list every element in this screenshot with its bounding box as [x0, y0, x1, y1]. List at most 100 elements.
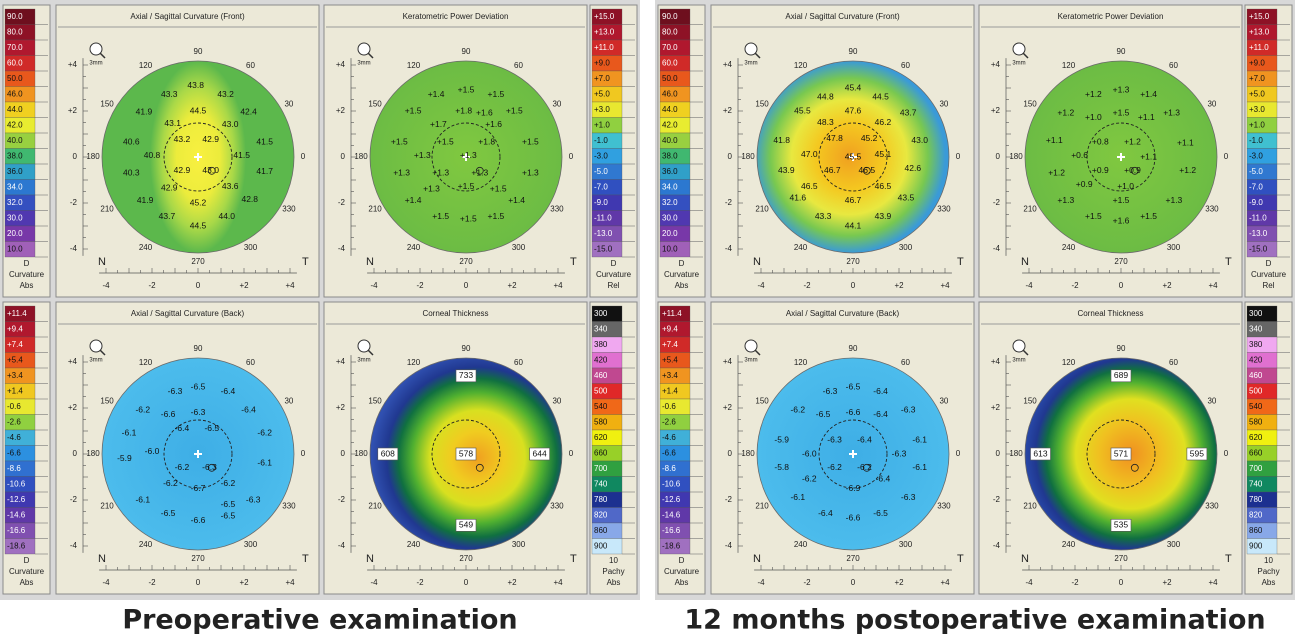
map-value: +1.5	[1113, 195, 1130, 205]
map-value: 41.8	[773, 135, 790, 145]
x-tick-label: -4	[1025, 281, 1033, 290]
compass-label: 270	[459, 257, 473, 266]
map-value: -6.3	[892, 448, 907, 458]
scale-label: 40.0	[7, 136, 23, 145]
scale-label: 80.0	[7, 28, 23, 37]
scale-footer: Curvature	[664, 567, 700, 576]
scale-label: -9.0	[594, 198, 608, 207]
scale-footer: Abs	[20, 578, 34, 587]
scale-label: +9.4	[7, 325, 23, 334]
map-value: +0.9	[1092, 165, 1109, 175]
compass-label: 30	[284, 397, 293, 406]
map-value: +1.3	[1166, 195, 1183, 205]
map-value: 42.8	[241, 194, 258, 204]
compass-label: 180	[86, 152, 100, 161]
compass-label: 60	[901, 358, 910, 367]
map-value: 42.4	[240, 106, 257, 116]
map-value: 578	[459, 448, 473, 458]
map-value: -6.1	[912, 434, 927, 444]
map-value: -6.5	[846, 382, 861, 392]
map-value: +0.6	[1071, 150, 1088, 160]
map-value: 535	[1114, 520, 1128, 530]
map-value: -6.3	[901, 405, 916, 415]
map-value: +1.3	[1113, 85, 1130, 95]
scale-footer: Curvature	[9, 567, 45, 576]
temporal-label: T	[570, 256, 577, 268]
scale-label: 80.0	[662, 28, 678, 37]
compass-label: 120	[1062, 358, 1076, 367]
compass-label: 120	[794, 358, 808, 367]
scale-label: +3.0	[594, 105, 610, 114]
temporal-label: T	[957, 256, 964, 268]
compass-label: 150	[1023, 100, 1037, 109]
scale-label: 700	[1249, 464, 1263, 473]
y-tick-label: +2	[68, 106, 78, 115]
map-value: -6.3	[202, 462, 217, 472]
x-tick-label: 0	[196, 281, 201, 290]
scale-label: 780	[1249, 495, 1263, 504]
y-tick-label: +4	[68, 357, 78, 366]
x-tick-label: +4	[553, 578, 563, 587]
y-tick-label: -4	[725, 244, 733, 253]
x-tick-label: -2	[1071, 281, 1079, 290]
scale-label: 580	[1249, 418, 1263, 427]
scale-label: 900	[1249, 542, 1263, 551]
compass-label: 300	[244, 243, 258, 252]
compass-label: 150	[755, 397, 769, 406]
map-value: 45.5	[845, 151, 862, 161]
scale-label: -8.6	[662, 464, 676, 473]
compass-label: 240	[794, 540, 808, 549]
map-value: -6.3	[191, 407, 206, 417]
nasal-label: N	[366, 256, 374, 268]
map-value: 41.5	[233, 150, 250, 160]
compass-label: 300	[512, 540, 526, 549]
exam-panel: 90.080.070.060.050.046.044.042.040.038.0…	[655, 0, 1295, 600]
scale-label: 340	[594, 325, 608, 334]
map-title: Axial / Sagittal Curvature (Back)	[131, 309, 245, 318]
scale-label: 500	[594, 387, 608, 396]
y-tick-label: -4	[338, 541, 346, 550]
scale-label: 460	[594, 371, 608, 380]
map-value: -6.4	[857, 434, 872, 444]
map-panel: Corneal Thickness+4+20-2-4-4-20+2+4NT3mm…	[979, 302, 1242, 594]
scale-label: +9.4	[662, 325, 678, 334]
map-value: +1.7	[430, 119, 447, 129]
scale-label: -15.0	[1249, 245, 1268, 254]
scale-label: -3.0	[594, 152, 608, 161]
map-panel: Axial / Sagittal Curvature (Front)+4+20-…	[56, 5, 319, 297]
compass-label: 210	[368, 205, 382, 214]
compass-label: 270	[1114, 257, 1128, 266]
scale-label: -6.6	[662, 449, 676, 458]
scale-footer: Pachy	[1257, 567, 1279, 576]
map-value: -6.2	[827, 462, 842, 472]
map-value: 46.5	[801, 181, 818, 191]
compass-label: 0	[1224, 449, 1229, 458]
map-value: +1.1	[1140, 151, 1157, 161]
color-scale: 3003403804204605005405806206607007407808…	[590, 302, 637, 594]
scale-label: -10.6	[662, 480, 681, 489]
scale-label: +13.0	[594, 28, 615, 37]
scale-footer: Abs	[607, 578, 621, 587]
scale-label: 420	[594, 356, 608, 365]
y-tick-label: -4	[338, 244, 346, 253]
map-value: -6.1	[135, 494, 150, 504]
scale-label: 70.0	[7, 43, 23, 52]
map-value: -6.6	[846, 407, 861, 417]
map-value: +1.8	[478, 136, 495, 146]
y-tick-label: -2	[725, 198, 733, 207]
scale-footer: Abs	[1262, 578, 1276, 587]
scale-label: 90.0	[662, 12, 678, 21]
scale-label: -1.0	[1249, 136, 1263, 145]
map-title: Keratometric Power Deviation	[403, 12, 509, 21]
y-tick-label: 0	[728, 449, 733, 458]
scale-label: 40.0	[662, 136, 678, 145]
compass-label: 330	[937, 502, 951, 511]
map-value: 45.4	[845, 82, 862, 92]
scale-label: 90.0	[7, 12, 23, 21]
map-value: +1.3	[471, 167, 488, 177]
color-scale: 3003403804204605005405806206607007407808…	[1245, 302, 1292, 594]
compass-label: 210	[1023, 502, 1037, 511]
y-tick-label: +2	[723, 403, 733, 412]
map-value: 43.5	[898, 193, 915, 203]
map-value: +1.4	[428, 89, 445, 99]
